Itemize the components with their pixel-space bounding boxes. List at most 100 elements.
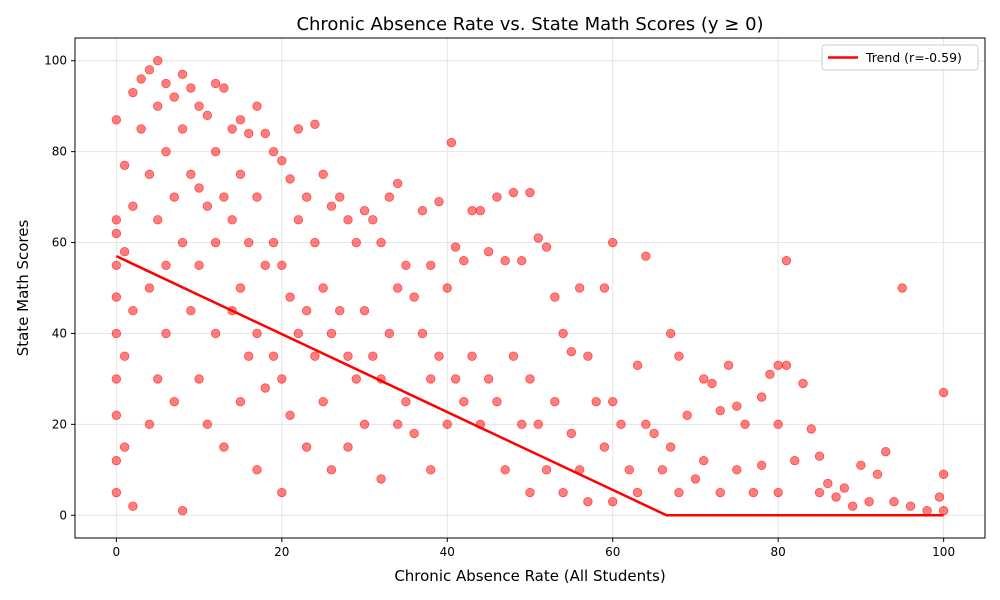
scatter-point [351,374,361,384]
scatter-point [765,369,775,380]
scatter-point [508,351,519,361]
scatter-point [798,378,808,389]
scatter-point [119,246,130,257]
scatter-point [723,360,734,370]
scatter-point [905,501,916,511]
scatter-point [665,328,676,339]
y-tick-label: 60 [52,236,67,250]
x-tick-label: 40 [440,545,455,559]
scatter-point [136,74,146,84]
scatter-point [409,292,419,302]
scatter-point [541,242,552,252]
scatter-point [665,442,676,452]
scatter-point [922,506,932,516]
scatter-point [252,101,262,111]
scatter-point [608,396,618,407]
scatter-point [335,192,345,202]
scatter-point [756,460,767,470]
plot-frame [74,37,986,539]
scatter-point [368,215,378,225]
scatter-point [111,410,122,420]
scatter-point [699,456,709,466]
scatter-point [202,419,213,430]
scatter-point [632,360,643,370]
scatter-point [500,256,510,266]
scatter-point [301,442,312,452]
scatter-point [210,328,221,339]
scatter-point [773,487,783,498]
scatter-point [318,169,328,180]
scatter-point [169,92,179,102]
scatter-point [624,465,634,475]
scatter-point [699,374,709,384]
scatter-point [144,65,155,75]
scatter-point [260,383,270,393]
scatter-point [285,174,295,184]
scatter-point [194,101,204,111]
scatter-point [326,328,337,339]
scatter-point [111,115,122,125]
scatter-point [533,233,543,243]
scatter-point [492,192,502,202]
x-tick-label: 80 [771,545,786,559]
scatter-point [409,428,419,439]
scatter-point [252,328,262,339]
scatter-point [177,69,188,80]
scatter-point [260,128,270,139]
scatter-point [285,292,295,302]
scatter-point [674,487,684,498]
y-tick-label: 80 [52,145,67,159]
scatter-point [210,146,221,157]
scatter-point [153,374,163,384]
scatter-point [773,419,783,430]
scatter-point [210,237,221,248]
scatter-point [169,192,179,202]
scatter-point [657,465,668,475]
scatter-point [475,206,486,216]
y-axis-label: State Math Scores [14,220,32,357]
scatter-point [500,465,510,475]
scatter-point [781,256,792,266]
scatter-point [326,465,337,475]
scatter-point [136,124,146,134]
scatter-point [186,306,196,316]
scatter-point [326,201,337,211]
scatter-point [235,396,246,407]
scatter-point [392,178,403,189]
scatter-point [483,374,494,384]
scatter-point [111,374,122,384]
scatter-point [144,169,155,180]
scatter-point [864,496,874,507]
scatter-point [301,306,312,316]
scatter-point [128,306,138,316]
scatter-point [938,469,949,480]
scatter-point [401,260,411,270]
scatter-point [550,396,560,407]
scatter-point [831,492,841,502]
scatter-point [583,351,593,361]
y-axis-ticks: 0 20 40 60 80 100 [44,54,75,522]
y-tick-label: 0 [59,508,67,522]
scatter-point [153,56,163,66]
scatter-point [111,456,122,466]
scatter-point [359,206,370,216]
scatter-point [301,192,312,202]
scatter-point [574,283,585,293]
scatter-point [934,492,945,502]
y-tick-label: 100 [44,54,67,68]
scatter-point [856,460,866,470]
scatter-point [608,237,618,248]
scatter-point [277,374,287,384]
scatter-point [285,410,295,420]
scatter-point [376,474,386,484]
scatter-point [186,169,196,180]
scatter-point [566,346,577,357]
scatter-point [583,496,593,507]
scatter-point [938,506,949,516]
scatter-point [434,196,444,207]
scatter-point [889,496,899,507]
scatter-point [111,292,122,302]
scatter-point [293,215,304,225]
scatter-point [310,119,320,130]
